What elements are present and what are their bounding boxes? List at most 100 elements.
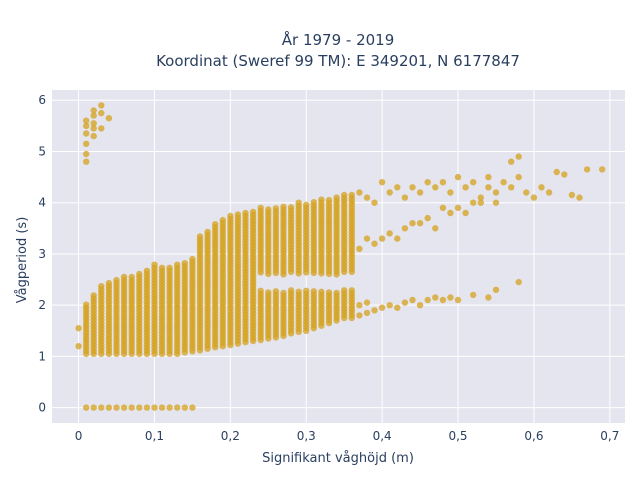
data-point [439,179,447,186]
x-axis-title: Signifikant våghöjd (m) [262,451,414,466]
data-point [508,184,515,191]
data-point [508,158,515,165]
data-point [333,289,340,297]
data-point [83,158,90,165]
data-point [515,173,522,181]
data-point [219,216,226,224]
data-point [98,404,105,411]
data-point [394,184,401,191]
data-point [363,309,371,317]
data-point [174,404,181,411]
data-point [363,299,371,306]
data-point [265,289,272,296]
data-point [166,404,173,411]
data-point [424,214,431,222]
data-point [447,189,454,196]
data-point [90,120,97,127]
y-tick-label: 2 [38,298,46,312]
data-points [75,102,606,411]
data-point [128,273,135,281]
data-point [561,171,568,178]
data-point [204,228,211,236]
data-point [158,264,166,271]
data-point [151,261,158,268]
data-point [120,273,128,281]
data-point [454,204,462,211]
data-point [272,288,280,295]
data-point [394,235,401,242]
data-point [447,294,454,301]
y-axis-ticks: 0 1 2 3 4 5 6 [38,93,46,414]
data-point [394,304,401,311]
data-point [447,209,454,217]
data-point [409,296,416,304]
data-point [515,278,522,286]
data-point [439,296,447,304]
y-tick-label: 4 [38,196,46,210]
data-point [583,166,591,173]
data-point [492,199,500,206]
data-point [439,204,447,211]
data-point [98,102,105,109]
data-point [401,299,409,306]
data-point [158,404,166,411]
data-point [287,287,295,294]
data-point [303,201,310,208]
data-point [492,286,500,293]
data-point [83,150,90,158]
data-point [90,292,97,299]
data-point [120,404,128,411]
data-point [416,302,424,309]
data-point [545,189,553,196]
data-point [280,289,287,297]
data-point [477,194,484,201]
data-point [378,235,386,242]
y-tick-label: 3 [38,247,46,261]
data-point [83,130,90,137]
data-point [257,204,264,211]
data-point [90,107,97,114]
data-point [287,204,295,211]
data-point [75,343,82,350]
data-point [386,302,393,309]
data-point [90,132,97,140]
data-point [265,206,272,213]
data-point [416,189,424,196]
data-point [576,194,583,201]
data-point [341,191,348,199]
x-tick-label: 0,1 [145,429,164,443]
data-point [151,404,158,411]
data-point [477,199,484,206]
data-point [143,267,151,274]
data-point [196,233,204,240]
data-point [310,199,317,206]
data-point [553,168,560,176]
data-point [295,199,302,206]
data-point [249,208,257,216]
data-point [83,117,90,124]
data-point [356,312,363,319]
data-point [454,296,462,304]
data-point [432,225,439,232]
data-point [143,404,151,411]
x-tick-label: 0,6 [524,429,543,443]
data-point [492,189,500,196]
data-point [83,122,90,130]
data-point [515,153,522,160]
y-tick-label: 5 [38,144,46,158]
data-point [378,304,386,311]
data-point [409,184,416,191]
data-point [189,404,196,411]
data-point [83,140,90,147]
data-point [83,301,90,308]
data-point [432,184,439,191]
data-point [242,209,249,217]
data-point [485,294,492,301]
data-point [348,191,355,199]
y-tick-label: 0 [38,401,46,415]
data-point [409,220,416,227]
data-point [98,109,105,117]
data-point [432,294,439,301]
data-point [363,194,371,201]
